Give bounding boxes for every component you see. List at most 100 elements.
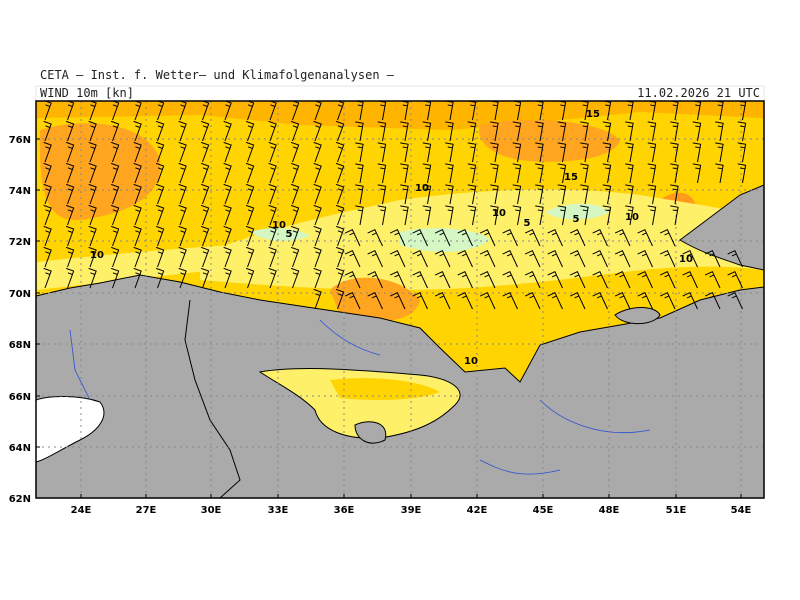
- wind-barb: [178, 225, 187, 247]
- wind-barb: [502, 250, 518, 268]
- wind-barb: [524, 229, 541, 247]
- island: [679, 184, 764, 271]
- wind-barb: [737, 163, 747, 184]
- wind-barb: [670, 142, 679, 163]
- wind-barb: [670, 121, 679, 142]
- wind-barb: [313, 288, 322, 310]
- lon-label: 45E: [533, 505, 554, 516]
- wind-barb: [445, 121, 454, 142]
- wind-barb: [88, 183, 97, 205]
- wind-barb: [389, 250, 406, 268]
- wind-barb: [602, 184, 612, 205]
- wind-barb: [557, 121, 567, 142]
- wind-barb: [43, 141, 52, 163]
- wind-barb: [524, 271, 541, 289]
- wind-barb: [290, 183, 300, 205]
- contour-label: 15: [564, 172, 578, 183]
- wind-barb: [569, 229, 586, 247]
- wind-barb: [43, 162, 52, 184]
- field-label: WIND 10m [kn]: [40, 86, 134, 100]
- wind-barb: [557, 205, 567, 226]
- wind-barb: [704, 292, 721, 310]
- wind-barb: [355, 184, 364, 205]
- wind-barb: [290, 225, 300, 247]
- wind-barb: [682, 250, 698, 268]
- wind-barb: [335, 225, 345, 247]
- wind-barb: [670, 163, 679, 184]
- wind-barb: [223, 141, 232, 163]
- wind-barb: [682, 271, 698, 289]
- wind-barb: [467, 163, 477, 184]
- wind-barb: [355, 205, 364, 226]
- wind-barb: [502, 271, 518, 289]
- contour-label: 10: [679, 254, 693, 265]
- wind-barb: [580, 163, 589, 184]
- wind-barb: [490, 121, 499, 142]
- wind-barb: [88, 141, 97, 163]
- map-frame: [35, 100, 765, 499]
- lon-label: 36E: [334, 505, 355, 516]
- wind-barb: [344, 229, 361, 247]
- lat-label: 62N: [9, 494, 31, 505]
- wind-barb: [155, 162, 165, 184]
- wind-barb: [200, 246, 210, 268]
- wind-barb: [377, 205, 387, 226]
- wind-barb: [692, 142, 702, 163]
- wind-barb: [512, 205, 522, 226]
- wind-barb: [704, 250, 721, 268]
- wind-barb: [155, 141, 165, 163]
- wind-barb: [727, 292, 743, 310]
- wind-barb: [715, 163, 724, 184]
- wind-barb: [434, 250, 451, 268]
- wind-barb: [290, 267, 300, 289]
- wind-barb: [434, 271, 451, 289]
- wind-barb: [178, 246, 187, 268]
- wind-barb: [65, 162, 75, 184]
- wind-barb: [490, 184, 499, 205]
- wind-barb: [313, 267, 322, 289]
- wind-barb: [682, 292, 698, 310]
- lon-label: 42E: [467, 505, 488, 516]
- wind-barb: [547, 250, 563, 268]
- wind-barb: [65, 246, 75, 268]
- wind-barb: [133, 204, 142, 226]
- contour-label: 10: [625, 212, 639, 223]
- wind-barb: [512, 184, 522, 205]
- wind-barb: [479, 229, 496, 247]
- wind-barb: [580, 184, 589, 205]
- wind-barb: [625, 121, 634, 142]
- wind-barb: [155, 120, 165, 142]
- wind-barb: [268, 141, 277, 163]
- wind-barb: [110, 141, 120, 163]
- contour-label: 10: [415, 183, 429, 194]
- wind-barb: [344, 250, 361, 268]
- wind-barb: [434, 229, 451, 247]
- lat-label: 66N: [9, 392, 31, 403]
- wind-barb: [547, 271, 563, 289]
- wind-barb: [65, 183, 75, 205]
- wind-barb: [200, 183, 210, 205]
- lat-label: 72N: [9, 237, 31, 248]
- wind-barb: [133, 246, 142, 268]
- wind-barb: [355, 121, 364, 142]
- wind-barb: [245, 162, 255, 184]
- axis-labels: 76N 74N 72N 70N 68N 66N 64N 62N 24E 27E 30E 33E 36E 3…: [9, 135, 752, 516]
- wind-barb: [290, 162, 300, 184]
- wind-barb: [557, 184, 567, 205]
- wind-barb: [43, 204, 52, 226]
- wind-barb: [367, 271, 383, 289]
- wind-barb: [245, 183, 255, 205]
- graticule: [36, 101, 764, 498]
- wind-barb: [412, 271, 428, 289]
- wind-barbs: [43, 101, 747, 310]
- wind-barb: [178, 162, 187, 184]
- wind-barb: [502, 292, 518, 310]
- wind-barb: [313, 225, 322, 247]
- wind-barb: [637, 250, 653, 268]
- wind-barb: [245, 141, 255, 163]
- wind-barb: [400, 184, 409, 205]
- wind-barb: [245, 246, 255, 268]
- map-area: [36, 101, 764, 498]
- wind-barb: [715, 142, 724, 163]
- wind-barb: [377, 184, 387, 205]
